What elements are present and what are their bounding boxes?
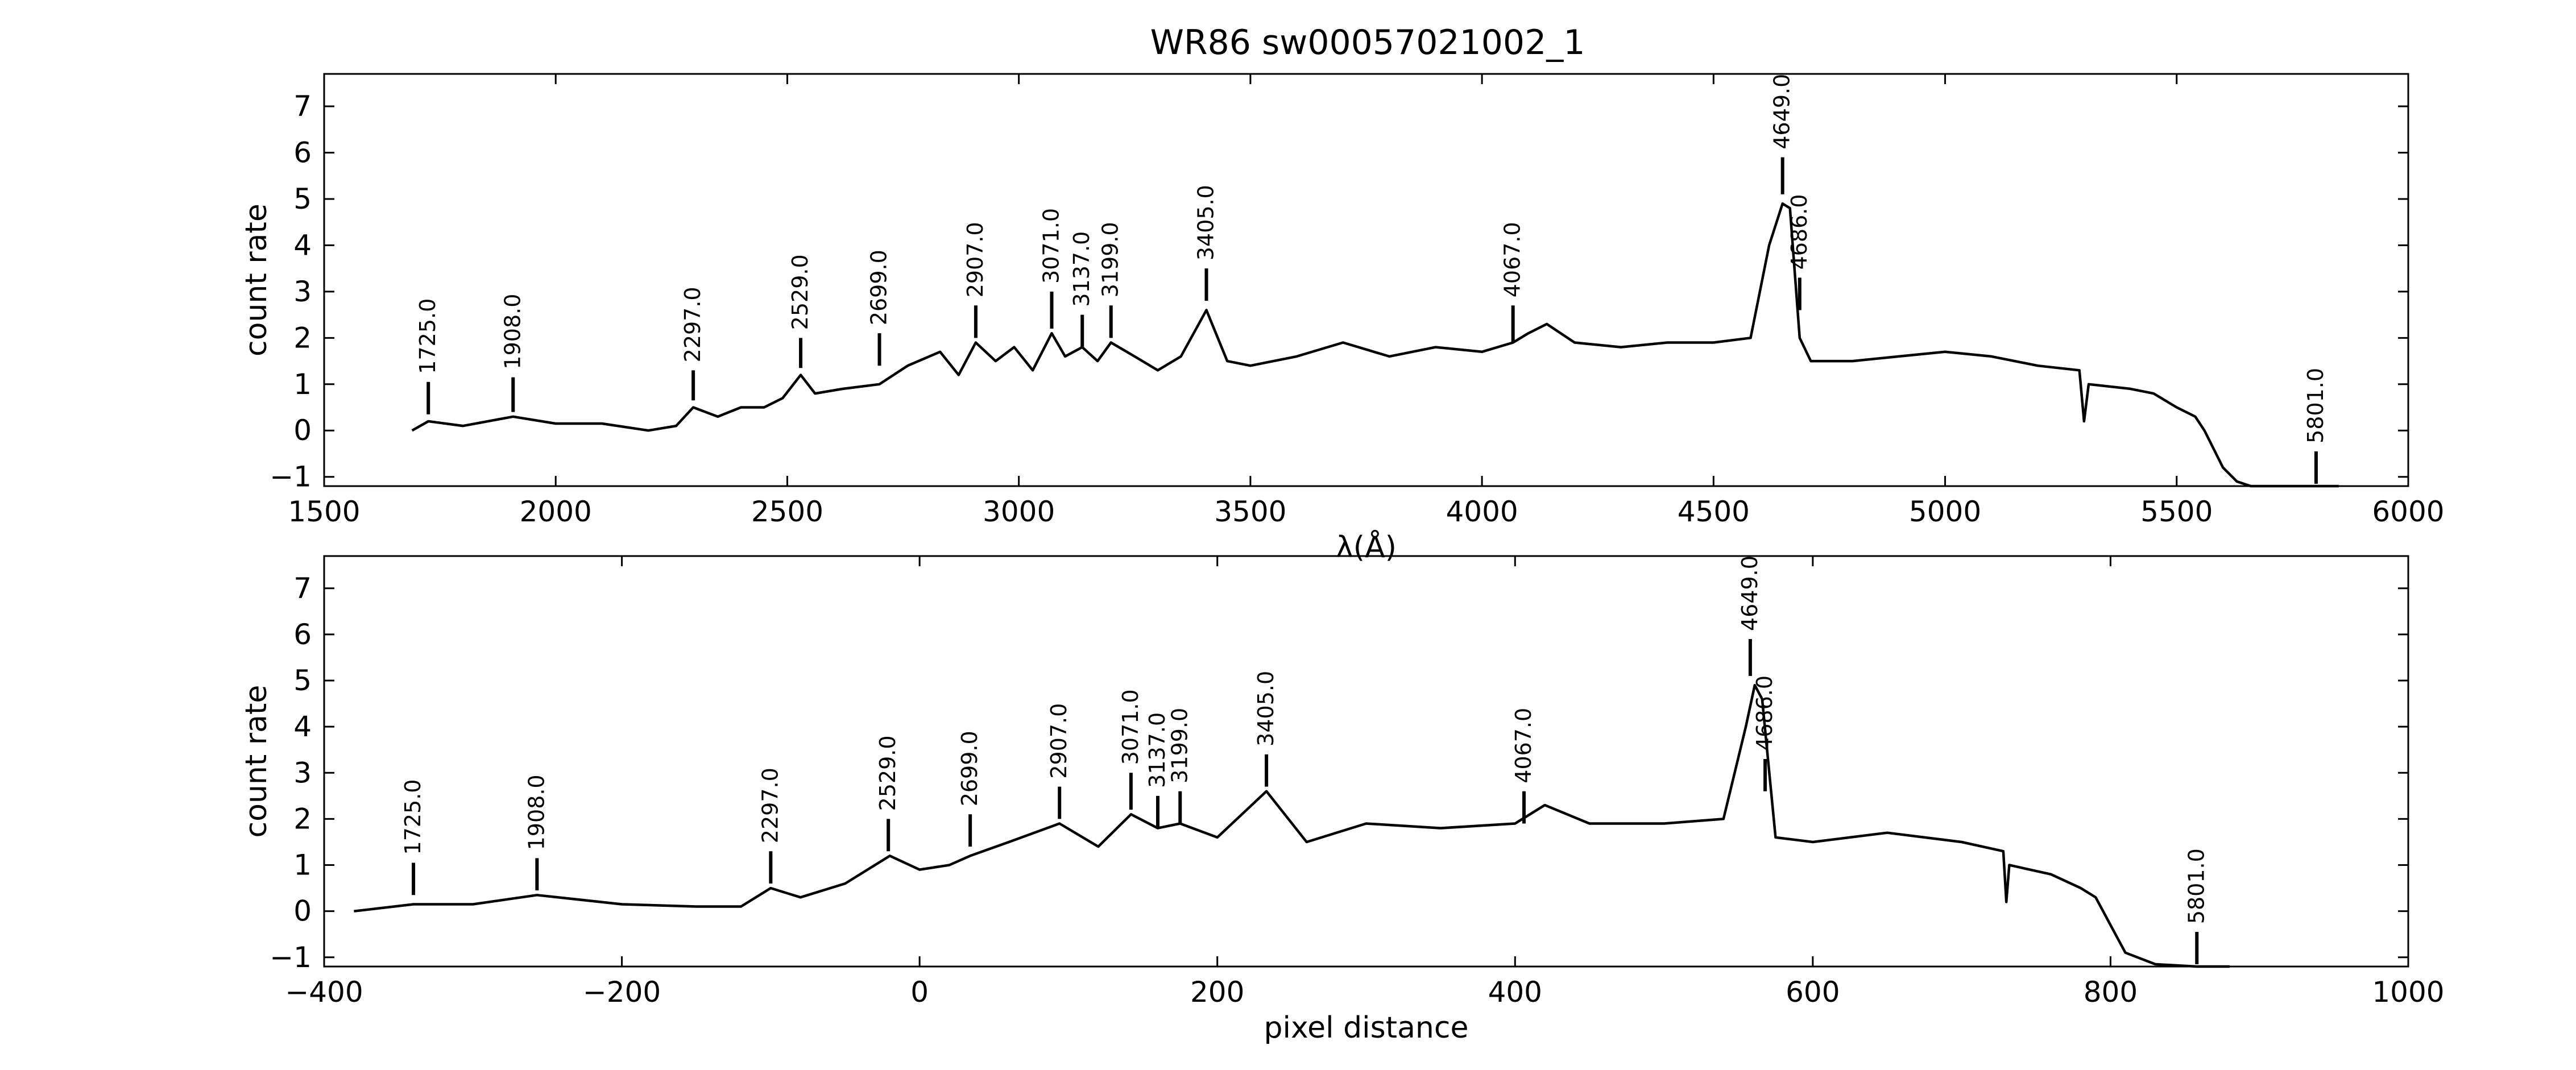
x-tick-label: 1500 [288, 495, 360, 528]
spectrum-line [354, 683, 2230, 968]
x-tick-label: 6000 [2372, 495, 2444, 528]
panel-wavelength: 1725.0 1908.0 2297.0 2529.0 2699.0 2907.0 3071… [239, 73, 2445, 565]
line-marker-label: 4067.0 [1511, 708, 1536, 783]
line-marker-label: 1908.0 [524, 774, 549, 850]
spectrum-line [411, 202, 2339, 488]
y-axis-label: count rate [239, 685, 274, 838]
y-tick-label: 2 [293, 802, 312, 835]
x-tick-label: 2500 [751, 495, 823, 528]
y-tick-label: 5 [293, 183, 312, 215]
x-tick-label: −400 [285, 976, 363, 1009]
x-tick-label: 3000 [983, 495, 1055, 528]
y-tick-label: 3 [293, 756, 312, 789]
y-tick-label: −1 [270, 461, 312, 493]
panel-pixel-distance: 1725.0 1908.0 2297.0 2529.0 2699.0 2907.0 3071… [239, 555, 2445, 1045]
y-tick-label: 1 [293, 368, 312, 401]
y-tick-label: 5 [293, 664, 312, 697]
y-tick-label: 4 [293, 710, 312, 743]
x-tick-label: 3500 [1214, 495, 1286, 528]
line-marker-label: 4067.0 [1500, 222, 1525, 297]
line-marker-label: 2699.0 [957, 731, 982, 806]
line-marker-label: 3137.0 [1069, 231, 1094, 307]
y-tick-label: 3 [293, 275, 312, 308]
line-marker-label: 3405.0 [1194, 185, 1219, 260]
x-tick-label: 400 [1488, 976, 1542, 1009]
line-marker-label: 2699.0 [867, 250, 892, 325]
line-marker-label: 3199.0 [1167, 708, 1192, 783]
y-tick-label: 7 [293, 90, 312, 123]
x-tick-label: 0 [910, 976, 929, 1009]
line-marker-label: 4649.0 [1770, 74, 1795, 150]
x-tick-label: 5500 [2140, 495, 2213, 528]
y-tick-label: 6 [293, 136, 312, 169]
line-marker-label: 2907.0 [963, 222, 988, 297]
figure-title: WR86 sw00057021002_1 [1150, 23, 1585, 63]
line-marker-label: 2529.0 [875, 735, 900, 811]
x-axis-label: λ(Å) [1336, 529, 1397, 565]
line-marker-label: 3071.0 [1038, 208, 1063, 284]
y-tick-label: −1 [270, 941, 312, 974]
y-tick-label: 6 [293, 618, 312, 651]
line-marker-label: 4686.0 [1787, 194, 1812, 269]
line-marker-label: 5801.0 [2303, 368, 2328, 443]
y-tick-label: 0 [293, 414, 312, 447]
x-tick-label: 800 [2084, 976, 2138, 1009]
line-marker-label: 1725.0 [415, 298, 440, 374]
line-marker-label: 2297.0 [680, 287, 705, 362]
x-tick-label: 2000 [520, 495, 592, 528]
x-tick-label: 600 [1786, 976, 1840, 1009]
line-marker-label: 2529.0 [788, 254, 813, 330]
x-tick-label: 1000 [2372, 976, 2444, 1009]
x-tick-label: 4500 [1678, 495, 1750, 528]
y-axis-label: count rate [239, 204, 274, 356]
y-tick-label: 7 [293, 572, 312, 605]
line-marker-label: 5801.0 [2184, 848, 2209, 924]
plot-frame [323, 555, 2409, 968]
x-tick-label: 200 [1190, 976, 1244, 1009]
x-tick-label: −200 [583, 976, 661, 1009]
line-marker-label: 4649.0 [1737, 555, 1762, 631]
line-marker-label: 4686.0 [1752, 675, 1777, 751]
line-marker-label: 2907.0 [1046, 703, 1071, 779]
line-marker-label: 3199.0 [1098, 222, 1123, 297]
y-tick-label: 1 [293, 849, 312, 882]
y-tick-label: 2 [293, 321, 312, 354]
line-marker-label: 1725.0 [400, 779, 425, 855]
line-marker-label: 3071.0 [1118, 689, 1143, 765]
y-tick-label: 0 [293, 895, 312, 928]
line-marker-label: 3137.0 [1145, 712, 1170, 788]
y-tick-label: 4 [293, 229, 312, 262]
plot-frame [323, 73, 2409, 487]
line-marker-label: 2297.0 [757, 768, 782, 843]
x-tick-label: 5000 [1909, 495, 1981, 528]
x-tick-label: 4000 [1446, 495, 1518, 528]
line-marker-label: 1908.0 [500, 294, 525, 370]
x-axis-label: pixel distance [1264, 1011, 1469, 1045]
line-marker-label: 3405.0 [1253, 671, 1278, 746]
